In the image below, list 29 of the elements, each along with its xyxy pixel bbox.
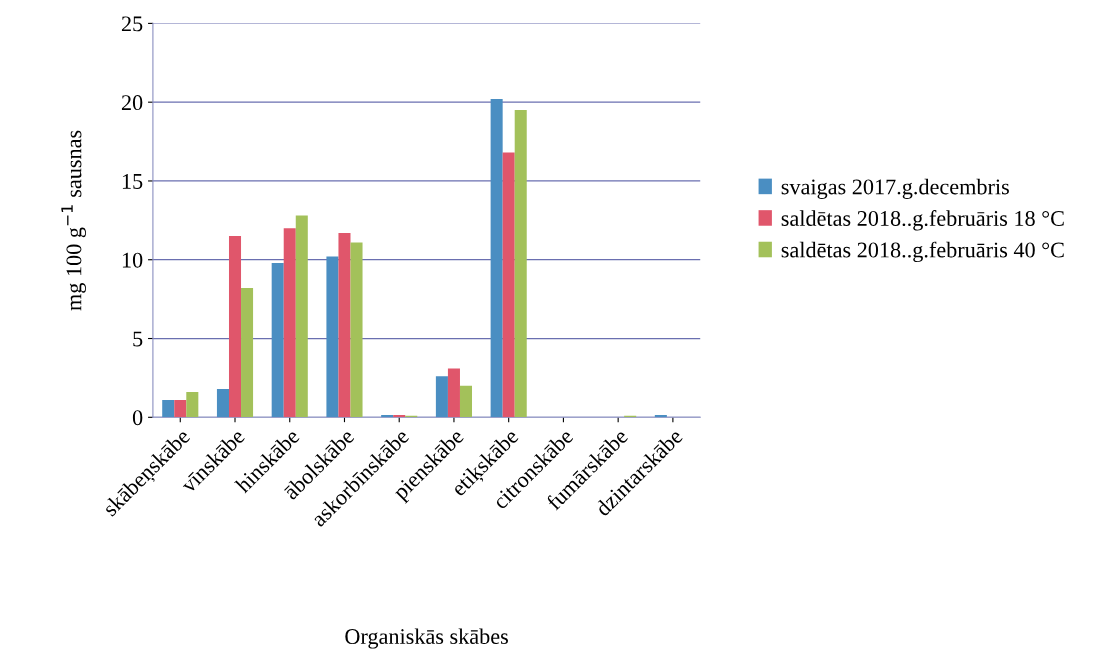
y-tick-label: 15	[122, 174, 143, 189]
legend-label: saldētas 2018..g.februāris 18 °C	[781, 210, 1064, 231]
bar	[283, 228, 296, 418]
bar	[186, 392, 199, 418]
bar	[241, 288, 254, 418]
bar	[435, 376, 448, 418]
bar	[295, 215, 308, 418]
y-tick-label: 0	[132, 410, 143, 426]
bar	[174, 399, 187, 418]
x-axis-title: Organiskās skābes	[345, 628, 508, 649]
bar	[502, 152, 515, 418]
bar	[271, 262, 284, 418]
bar	[350, 242, 363, 418]
bar	[490, 99, 503, 418]
y-tick-label: 10	[122, 252, 143, 268]
y-tick-label: 5	[133, 331, 143, 347]
y-tick-label: 25	[121, 16, 143, 32]
legend-label: svaigas 2017.g.decembris	[781, 178, 1009, 199]
y-tick-label: 20	[121, 95, 143, 111]
bar	[216, 388, 229, 418]
bar	[459, 385, 473, 418]
bar	[326, 256, 339, 418]
y-axis-title: mg 100 g$^{−1}$ sausnas	[61, 130, 86, 311]
bar	[228, 236, 242, 418]
legend-label: saldētas 2018..g.februāris 40 °C	[781, 241, 1064, 263]
bar	[447, 368, 460, 418]
bar	[338, 232, 351, 418]
bar	[162, 399, 175, 418]
bar	[514, 110, 527, 418]
